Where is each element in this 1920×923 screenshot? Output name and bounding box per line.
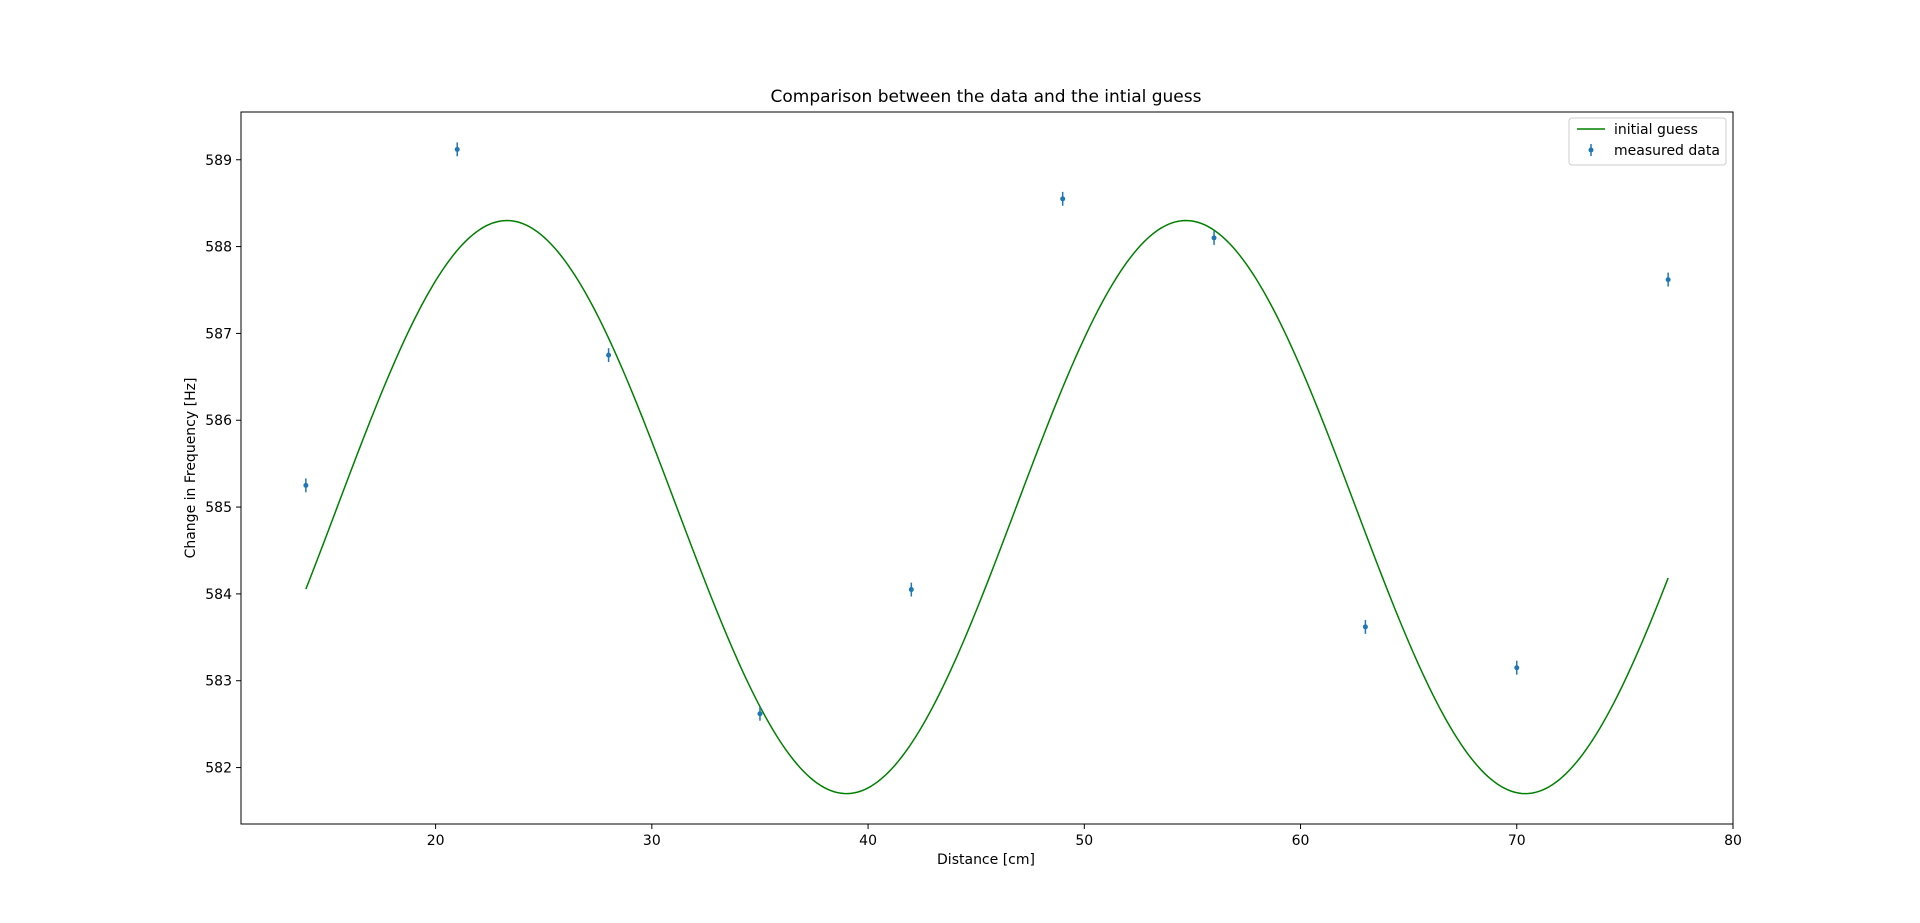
x-axis-title: Distance [cm] [937,852,1035,868]
legend-label-initial-guess: initial guess [1614,122,1698,138]
legend-marker-swatch [1588,147,1594,153]
data-point [1514,665,1520,671]
x-tick-label: 60 [1292,833,1310,849]
x-tick-label: 40 [859,833,877,849]
data-point [606,352,612,358]
data-point [1665,277,1671,283]
curve-layer [305,219,1669,795]
data-point [303,482,309,488]
data-point [757,711,763,717]
plot-frame [240,111,1734,825]
y-axis-title: Change in Frequency [Hz] [183,378,199,559]
data-point [1211,235,1217,241]
y-tick-label: 582 [205,761,232,777]
legend-box [1568,117,1727,166]
data-point [1060,196,1066,202]
x-tick-label: 80 [1724,833,1742,849]
x-tick-label: 30 [643,833,661,849]
chart-title: Comparison between the data and the inti… [771,87,1202,107]
x-tick-label: 20 [427,833,445,849]
y-tick-label: 588 [205,240,232,256]
x-axis: 20 30 40 50 60 70 80 [427,824,1742,849]
series-line-initial-guess [305,219,1669,795]
y-tick-label: 583 [205,674,232,690]
legend-label-measured-data: measured data [1614,143,1720,159]
y-axis: 582 583 584 585 586 587 588 589 [205,153,241,777]
points-layer [303,142,1671,721]
x-tick-label: 50 [1075,833,1093,849]
y-tick-label: 587 [205,326,232,342]
y-tick-label: 589 [205,153,232,169]
y-tick-label: 585 [205,500,232,516]
data-point [1362,624,1368,630]
data-point [908,587,914,593]
x-tick-label: 70 [1508,833,1526,849]
legend: initial guess measured data [1568,117,1727,166]
plot-area [240,111,1734,825]
y-tick-label: 586 [205,413,232,429]
data-point [454,146,460,152]
y-tick-label: 584 [205,587,232,603]
